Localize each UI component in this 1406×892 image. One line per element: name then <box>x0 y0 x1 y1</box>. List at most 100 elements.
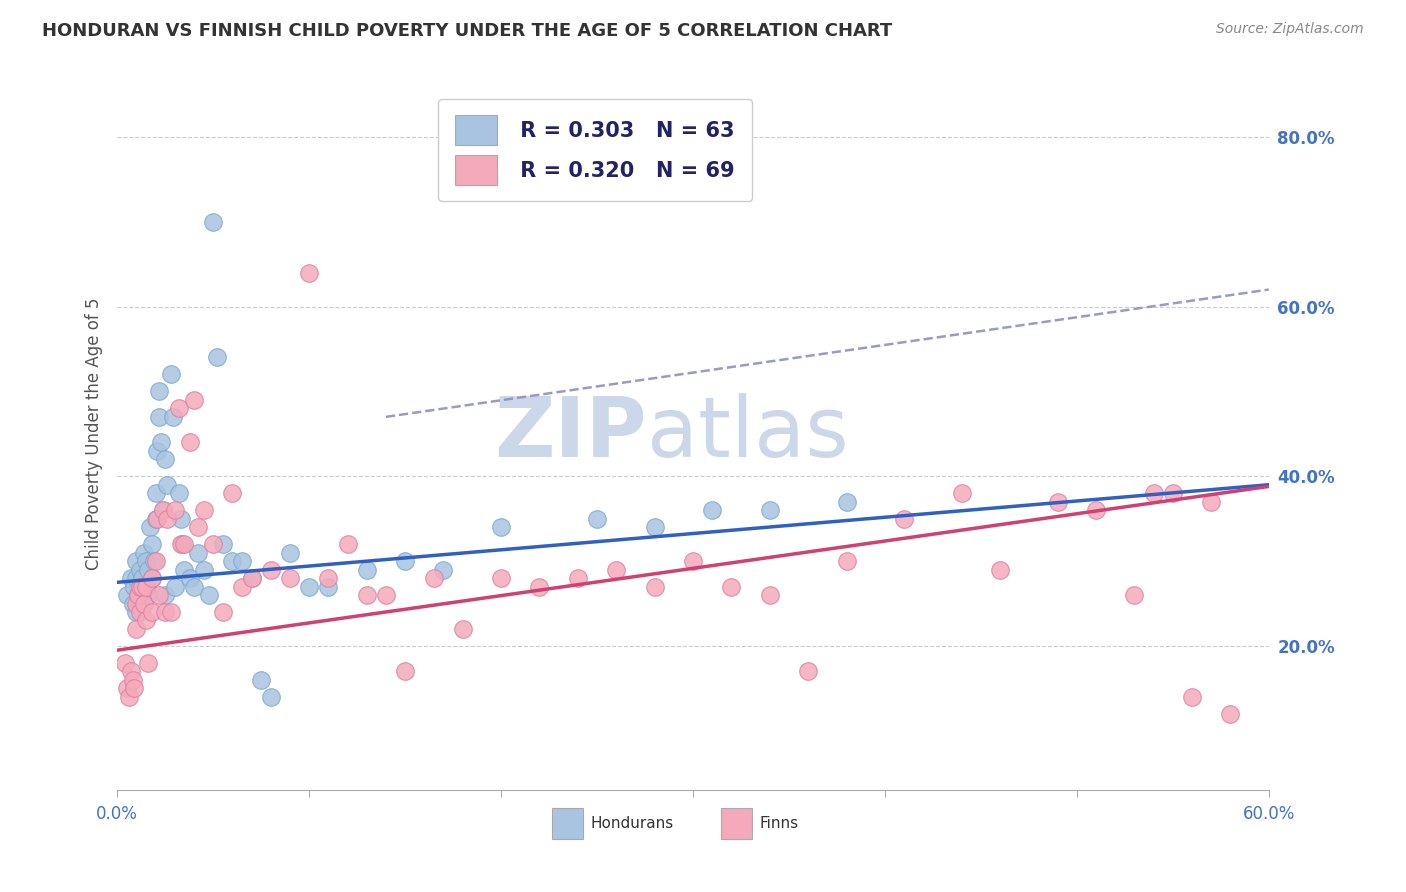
Point <box>131 580 153 594</box>
Point <box>278 571 301 585</box>
Point <box>211 605 233 619</box>
Point <box>167 486 190 500</box>
Point <box>173 563 195 577</box>
Point <box>136 563 159 577</box>
Point <box>423 571 446 585</box>
Point <box>356 588 378 602</box>
Text: HONDURAN VS FINNISH CHILD POVERTY UNDER THE AGE OF 5 CORRELATION CHART: HONDURAN VS FINNISH CHILD POVERTY UNDER … <box>42 22 893 40</box>
Point <box>586 511 609 525</box>
Point <box>169 511 191 525</box>
Point <box>162 409 184 424</box>
Point <box>148 588 170 602</box>
Point <box>148 384 170 399</box>
Point <box>893 511 915 525</box>
Point <box>150 435 173 450</box>
Point <box>132 546 155 560</box>
Point <box>567 571 589 585</box>
Point <box>356 563 378 577</box>
Point <box>152 503 174 517</box>
Point <box>394 554 416 568</box>
Point <box>260 563 283 577</box>
Point <box>163 580 186 594</box>
Point <box>193 563 215 577</box>
Point <box>141 571 163 585</box>
Text: ZIP: ZIP <box>495 393 647 475</box>
Point <box>173 537 195 551</box>
Point <box>1085 503 1108 517</box>
Point <box>124 681 146 696</box>
Point <box>136 656 159 670</box>
Point <box>221 554 243 568</box>
Point <box>298 580 321 594</box>
Point <box>758 503 780 517</box>
Point <box>950 486 973 500</box>
Point <box>131 597 153 611</box>
Point <box>115 681 138 696</box>
Point <box>153 452 176 467</box>
Point <box>240 571 263 585</box>
Point <box>1181 690 1204 704</box>
Point <box>156 511 179 525</box>
Point <box>141 537 163 551</box>
Point <box>141 571 163 585</box>
Point <box>145 511 167 525</box>
Point <box>146 511 169 525</box>
Point <box>118 690 141 704</box>
Point <box>720 580 742 594</box>
Point <box>394 665 416 679</box>
Point <box>135 580 157 594</box>
Point <box>1046 494 1069 508</box>
Point <box>169 537 191 551</box>
Text: Source: ZipAtlas.com: Source: ZipAtlas.com <box>1216 22 1364 37</box>
Point <box>231 580 253 594</box>
Point <box>141 605 163 619</box>
Point <box>125 554 148 568</box>
Point <box>205 351 228 365</box>
Legend:  R = 0.303   N = 63,  R = 0.320   N = 69: R = 0.303 N = 63, R = 0.320 N = 69 <box>439 98 752 202</box>
Point <box>136 588 159 602</box>
Point <box>125 605 148 619</box>
Point <box>231 554 253 568</box>
Point <box>131 571 153 585</box>
Point <box>125 571 148 585</box>
Point <box>163 503 186 517</box>
Point <box>120 571 142 585</box>
Point <box>160 605 183 619</box>
Point <box>183 392 205 407</box>
Point <box>451 622 474 636</box>
Point <box>374 588 396 602</box>
Point <box>142 554 165 568</box>
Point <box>129 605 152 619</box>
Point <box>1219 706 1241 721</box>
Point <box>132 597 155 611</box>
Point <box>432 563 454 577</box>
Point <box>644 520 666 534</box>
Point <box>125 622 148 636</box>
Point <box>172 537 194 551</box>
Point <box>129 580 152 594</box>
Point <box>797 665 820 679</box>
Point <box>202 215 225 229</box>
Point <box>152 503 174 517</box>
Point <box>988 563 1011 577</box>
Point <box>187 546 209 560</box>
Point <box>167 401 190 416</box>
Point <box>120 665 142 679</box>
Point <box>605 563 627 577</box>
Point <box>121 673 143 687</box>
Point <box>298 266 321 280</box>
Text: Finns: Finns <box>759 816 799 831</box>
Point <box>179 571 201 585</box>
Point <box>489 520 512 534</box>
Point <box>211 537 233 551</box>
Point <box>198 588 221 602</box>
Point <box>146 443 169 458</box>
Point <box>193 503 215 517</box>
Point <box>135 580 157 594</box>
Point <box>702 503 724 517</box>
Point <box>148 409 170 424</box>
Point <box>160 368 183 382</box>
Point <box>114 656 136 670</box>
Point <box>129 580 152 594</box>
Point <box>124 580 146 594</box>
